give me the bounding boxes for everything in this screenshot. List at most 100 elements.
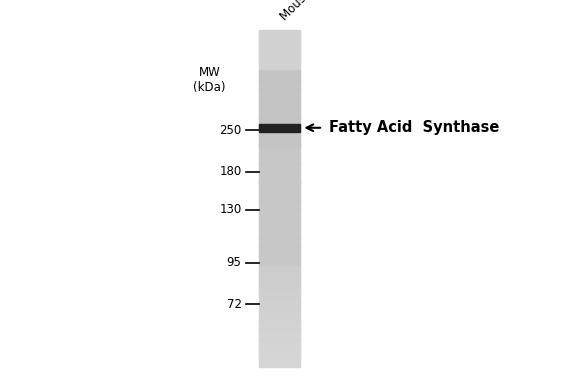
Bar — [259, 213, 300, 214]
Bar — [259, 326, 300, 327]
Bar — [259, 139, 300, 140]
Bar — [259, 158, 300, 159]
Text: 130: 130 — [219, 203, 242, 216]
Bar — [259, 223, 300, 224]
Bar — [259, 211, 300, 212]
Bar — [259, 96, 300, 98]
Bar — [259, 85, 300, 86]
Bar — [259, 365, 300, 367]
Bar — [259, 198, 300, 200]
Bar — [259, 58, 300, 59]
Bar — [259, 320, 300, 322]
Bar — [259, 306, 300, 307]
Bar — [259, 56, 300, 57]
Bar — [259, 299, 300, 301]
Bar — [259, 89, 300, 91]
Bar — [259, 344, 300, 345]
Bar — [259, 338, 300, 340]
Bar — [259, 279, 300, 280]
Bar — [259, 112, 300, 113]
Bar — [259, 307, 300, 308]
Bar — [259, 249, 300, 251]
Bar — [259, 319, 300, 321]
Bar — [259, 95, 300, 96]
Bar — [259, 189, 300, 191]
Bar — [259, 257, 300, 259]
Bar — [259, 149, 300, 150]
Bar — [259, 231, 300, 232]
Bar — [259, 183, 300, 185]
Bar — [259, 218, 300, 220]
Bar — [259, 356, 300, 358]
Bar — [259, 316, 300, 317]
Bar — [259, 242, 300, 243]
Bar — [259, 201, 300, 203]
Bar — [259, 156, 300, 158]
Bar — [259, 298, 300, 299]
Bar — [259, 74, 300, 75]
Bar — [259, 91, 300, 93]
Bar — [259, 66, 300, 67]
Bar — [259, 104, 300, 105]
Bar — [259, 227, 300, 229]
Bar — [259, 61, 300, 63]
Bar — [259, 264, 300, 266]
Text: 72: 72 — [226, 298, 242, 311]
Bar — [259, 228, 300, 230]
Bar — [259, 244, 300, 246]
Bar — [259, 131, 300, 132]
Bar — [259, 309, 300, 311]
Bar — [259, 337, 300, 339]
Bar — [259, 363, 300, 364]
Bar — [259, 98, 300, 100]
Bar — [259, 207, 300, 209]
Bar — [259, 51, 300, 53]
Bar — [259, 136, 300, 138]
Bar — [259, 117, 300, 119]
Bar — [259, 196, 300, 197]
Bar — [259, 268, 300, 269]
Bar — [259, 342, 300, 343]
Bar — [259, 222, 300, 223]
Bar — [259, 239, 300, 240]
Bar — [259, 102, 300, 103]
Bar — [259, 293, 300, 295]
Bar — [259, 289, 300, 290]
Bar — [259, 138, 300, 139]
Bar — [259, 32, 300, 34]
Bar — [259, 219, 300, 221]
Bar — [259, 171, 300, 173]
Bar — [259, 343, 300, 344]
Bar — [259, 282, 300, 284]
Bar — [259, 327, 300, 328]
Bar — [259, 174, 300, 175]
Bar — [259, 114, 300, 115]
Bar — [259, 266, 300, 268]
Bar — [259, 237, 300, 239]
Bar — [259, 335, 300, 336]
Bar — [259, 49, 300, 50]
Bar — [259, 166, 300, 167]
Bar — [259, 93, 300, 94]
Bar — [259, 129, 300, 130]
Bar — [259, 195, 300, 196]
Bar — [259, 300, 300, 302]
Bar — [259, 143, 300, 145]
Bar — [259, 271, 300, 273]
Bar — [259, 206, 300, 208]
Bar — [259, 57, 300, 58]
Bar — [259, 232, 300, 233]
Bar — [259, 349, 300, 351]
Bar — [259, 361, 300, 362]
Bar — [259, 278, 300, 279]
Bar — [259, 203, 300, 204]
Bar — [259, 84, 300, 85]
Bar — [259, 99, 300, 101]
Bar — [259, 290, 300, 291]
Bar — [259, 184, 300, 186]
Bar — [259, 235, 300, 237]
Bar — [259, 254, 300, 256]
Bar — [259, 362, 300, 363]
Bar — [259, 241, 300, 242]
Bar — [259, 225, 300, 226]
